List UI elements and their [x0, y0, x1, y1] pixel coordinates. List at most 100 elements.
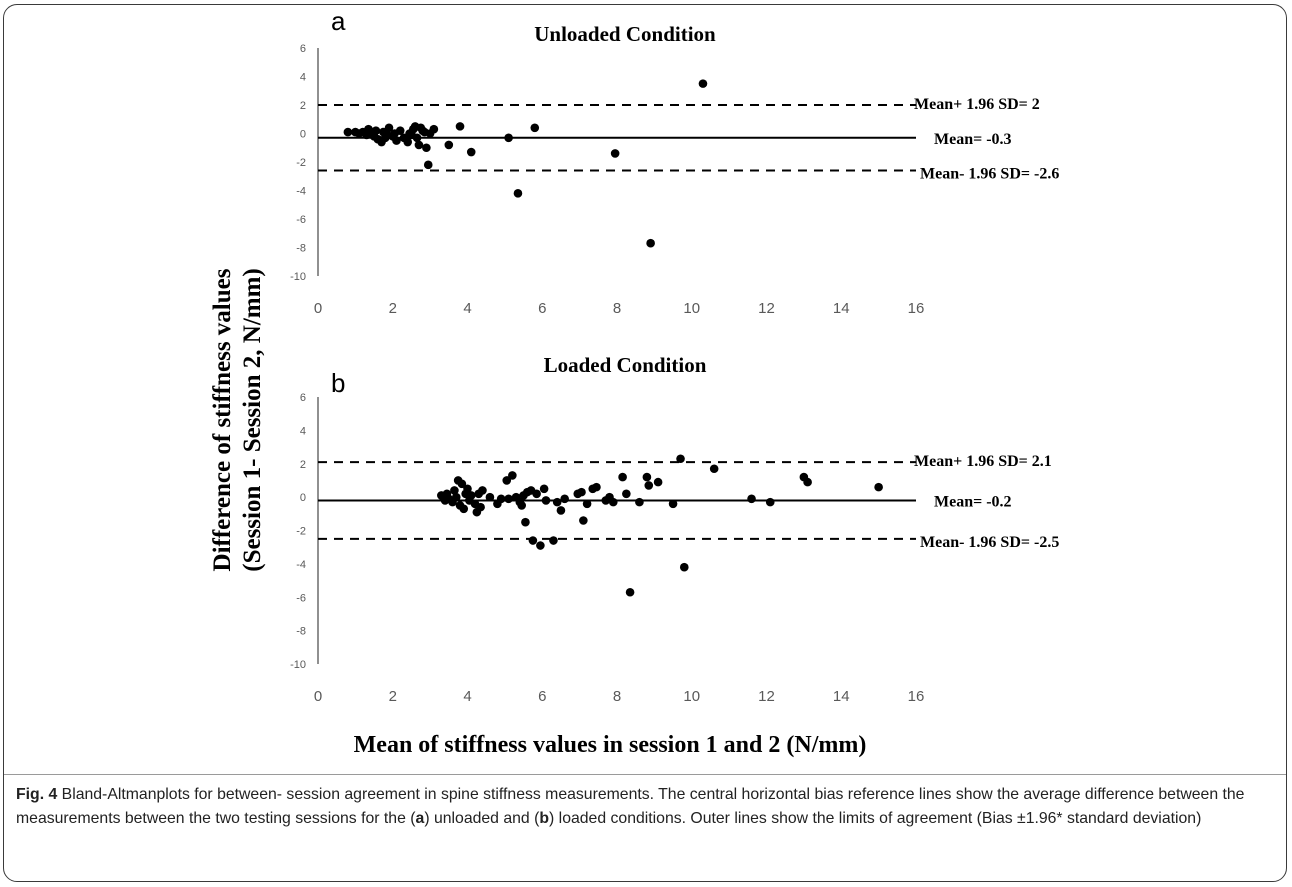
- panel-a-data-point: [455, 122, 465, 131]
- panel-a-data-point: [698, 79, 708, 88]
- panel-a-data-point: [429, 124, 439, 134]
- panel-a-y-tick-label: -10: [290, 271, 306, 283]
- panel-b-data-point: [476, 502, 485, 512]
- caption-text-1: Bland-Altmanplots for between- session a…: [16, 786, 1245, 827]
- panel-b-data-point: [592, 482, 601, 492]
- panel-b-y-tick-label: -8: [296, 626, 306, 638]
- panel-a-x-tick-label: 16: [908, 300, 925, 317]
- panel-b-data-point: [747, 494, 756, 504]
- panel-b-data-point: [451, 492, 461, 502]
- panel-a-x-tick-label: 10: [683, 300, 700, 317]
- panel-b-data-point: [532, 489, 541, 499]
- panel-b-y-tick-label: -4: [296, 559, 306, 571]
- panel-b-data-point: [803, 477, 812, 487]
- panel-b-data-point: [679, 562, 689, 572]
- panel-b-ref-label: Mean+ 1.96 SD= 2.1: [914, 453, 1052, 470]
- panel-b-y-tick-label: 2: [300, 459, 306, 471]
- panel-b-data-point: [635, 497, 644, 507]
- x-axis-label: Mean of stiffness values in session 1 an…: [354, 732, 867, 758]
- panel-b-data-point: [521, 517, 530, 527]
- panel-b-data-point: [536, 541, 545, 550]
- panel-a-data-point: [392, 136, 401, 145]
- panel-b-x-tick-label: 14: [833, 688, 850, 705]
- panel-a-data-point: [395, 126, 405, 135]
- panel-b-y-tick-label: -2: [296, 526, 306, 538]
- panel-b-data-point: [552, 497, 562, 507]
- panel-a-data-point: [646, 238, 655, 248]
- panel-a-data-point: [371, 126, 381, 135]
- caption-fig-label: Fig. 4: [16, 786, 58, 803]
- panel-b-data-point: [459, 504, 469, 514]
- panel-b-data-point: [539, 484, 549, 494]
- panel-b-letter: b: [331, 368, 345, 398]
- panel-a-data-point: [412, 133, 422, 143]
- panel-b-data-point: [709, 464, 719, 474]
- panel-b-data-point: [579, 516, 588, 525]
- panel-b-data-point: [450, 486, 459, 495]
- panel-a-data-point: [530, 123, 540, 133]
- panel-a-data-point: [466, 147, 476, 157]
- caption-text-3: ) loaded conditions. Outer lines show th…: [549, 809, 1202, 827]
- panel-b-x-tick-label: 8: [613, 688, 621, 705]
- panel-b-data-point: [560, 494, 569, 504]
- panel-a: Unloaded Condition a 6 4 2 0 -2 -4 -6 -8 -10 0 2 4 6…: [290, 6, 1059, 317]
- panel-a-y-tick-label: 0: [300, 129, 306, 141]
- y-axis-label-line2: (Session 1- Session 2, N/mm): [239, 268, 266, 572]
- panel-b-data-point: [622, 489, 631, 499]
- panel-b-data-point: [874, 482, 883, 492]
- panel-b-y-tick-label: 0: [300, 492, 306, 504]
- panel-b-data-point: [642, 472, 652, 482]
- panel-b-title: Loaded Condition: [544, 353, 707, 377]
- panel-a-ref-label: Mean+ 1.96 SD= 2: [914, 96, 1040, 113]
- panel-b-data-point: [549, 536, 558, 545]
- panel-a-letter: a: [331, 6, 346, 36]
- panel-b-data-point: [618, 472, 627, 482]
- caption-b: b: [539, 809, 550, 827]
- panel-a-x-tick-label: 12: [758, 300, 775, 317]
- panel-b-x-tick-label: 6: [538, 688, 546, 705]
- panel-b-data-point: [653, 477, 663, 487]
- panel-b-data-point: [541, 496, 551, 505]
- panel-a-ref-label: Mean= -0.3: [934, 131, 1012, 148]
- panel-a-data-point: [414, 140, 424, 150]
- panel-a-y-tick-label: 2: [300, 100, 306, 112]
- panel-b-data-point: [478, 486, 487, 495]
- panel-b-data-point: [504, 494, 513, 504]
- panel-b-y-tick-label: -6: [296, 592, 306, 604]
- panel-b-data-point: [463, 484, 472, 494]
- panel-b-data-point: [528, 536, 538, 545]
- panel-a-data-point: [504, 133, 513, 143]
- panel-b-data-point: [508, 471, 517, 480]
- panel-a-x-tick-label: 6: [538, 300, 546, 317]
- caption-divider: [4, 774, 1286, 775]
- panel-a-y-tick-label: 6: [300, 43, 306, 55]
- panel-a-data-point: [444, 140, 454, 150]
- panel-b-x-tick-label: 12: [758, 688, 775, 705]
- panel-b-x-tick-label: 2: [389, 688, 397, 705]
- panel-a-data-point: [423, 160, 433, 170]
- panel-a-data-point: [513, 189, 523, 198]
- panel-b-data-point: [765, 497, 775, 507]
- panel-b-data-point: [625, 587, 635, 597]
- panel-b-data-point: [466, 491, 476, 500]
- panel-b-data-point: [496, 494, 506, 504]
- figure-caption: Fig. 4 Bland-Altmanplots for between- se…: [16, 783, 1281, 830]
- y-axis-label-line1: Difference of stiffness values: [209, 268, 236, 571]
- panel-b-ref-label: Mean- 1.96 SD= -2.5: [920, 534, 1059, 551]
- panel-b-data-point: [577, 487, 586, 497]
- panel-b-data-point: [644, 481, 654, 490]
- panel-b-y-tick-label: 6: [300, 392, 306, 404]
- panel-a-data-point: [343, 127, 353, 137]
- panel-b-x-tick-label: 4: [463, 688, 471, 705]
- caption-text-2: ) unloaded and (: [424, 809, 540, 827]
- panel-b-data-point: [608, 497, 618, 507]
- panel-a-x-tick-label: 14: [833, 300, 850, 317]
- panel-b-data-point: [517, 501, 526, 510]
- panel-a-y-tick-label: -6: [296, 214, 306, 226]
- panel-b-data-point: [502, 476, 512, 485]
- panel-a-title: Unloaded Condition: [534, 22, 716, 46]
- panel-b-data-point: [457, 479, 467, 489]
- panel-a-x-tick-label: 4: [463, 300, 471, 317]
- figure-frame: [3, 4, 1287, 882]
- panel-a-y-tick-label: -4: [296, 186, 306, 198]
